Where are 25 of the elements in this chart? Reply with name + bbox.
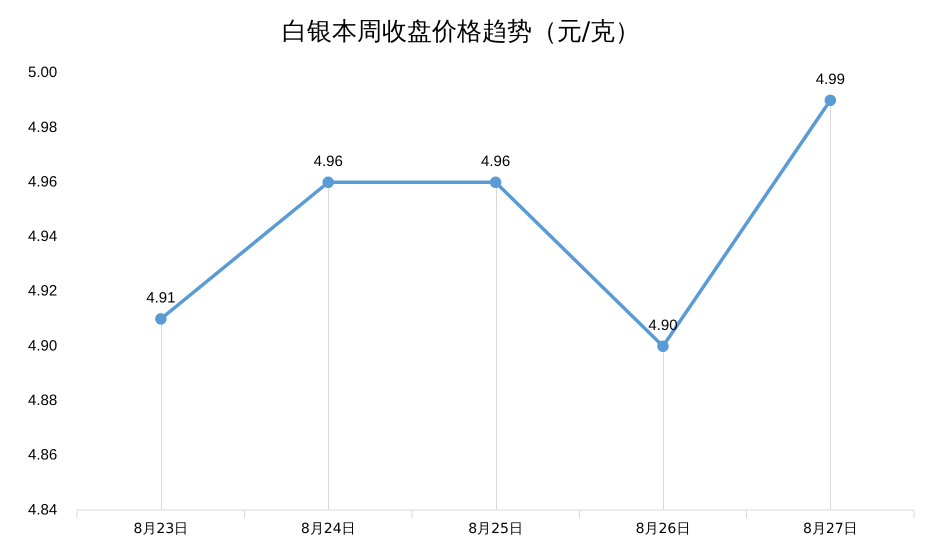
data-label: 4.99 [816, 70, 845, 88]
point [155, 313, 167, 325]
y-tick-label: 4.88 [28, 392, 58, 410]
point [490, 176, 502, 188]
point [322, 176, 334, 188]
y-tick-label: 4.98 [28, 118, 58, 136]
y-tick-label: 4.84 [28, 501, 58, 518]
y-tick-label: 5.00 [28, 64, 58, 82]
x-tick-label: 8月27日 [802, 521, 858, 538]
data-label: 4.91 [146, 290, 176, 307]
x-tick-label: 8月23日 [134, 521, 188, 538]
y-tick-label: 4.92 [28, 282, 58, 300]
y-tick-label: 4.94 [28, 228, 58, 246]
data-label: 4.90 [648, 316, 678, 334]
y-tick-label: 4.86 [28, 446, 58, 464]
point [824, 94, 836, 106]
point [657, 340, 669, 352]
data-label: 4.96 [480, 152, 510, 170]
chart-title: 白银本周收盘价格趋势（元/克） [282, 16, 640, 46]
y-tick-label: 4.96 [28, 173, 58, 190]
x-tick-label: 8月25日 [468, 521, 523, 538]
data-label: 4.96 [314, 152, 343, 170]
x-tick-label: 8月26日 [636, 521, 690, 538]
y-tick-label: 4.90 [28, 337, 58, 354]
x-tick-label: 8月24日 [300, 521, 356, 538]
